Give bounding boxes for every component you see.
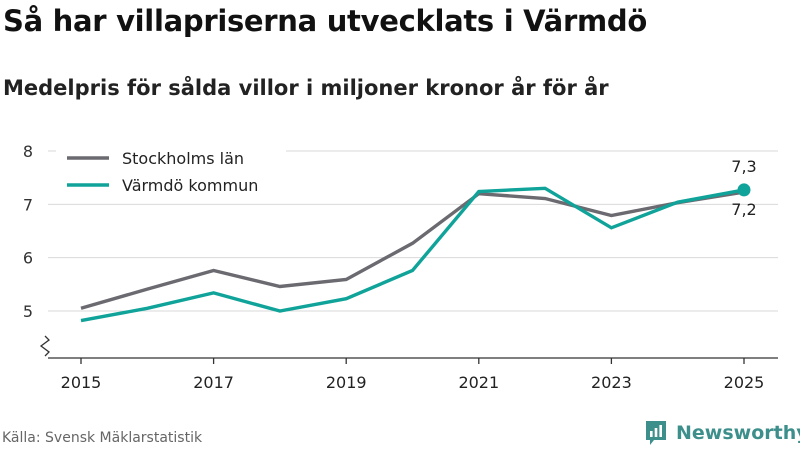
chart-title: Så har villapriserna utvecklats i Värmdö [3, 4, 647, 38]
y-tick-label: 8 [23, 142, 33, 161]
x-tick-label: 2025 [724, 373, 765, 392]
end-point-varmdo [737, 183, 751, 197]
x-tick-label: 2021 [458, 373, 499, 392]
chart-subtitle: Medelpris för sålda villor i miljoner kr… [3, 76, 609, 100]
x-tick-label: 2023 [591, 373, 632, 392]
legend-box [56, 143, 286, 203]
newsworthy-logo[interactable]: Newsworthy [644, 420, 800, 446]
legend-label-stockholm: Stockholms län [122, 149, 244, 168]
end-label-stockholm: 7,2 [731, 200, 756, 219]
x-tick-label: 2019 [326, 373, 367, 392]
brand-name: Newsworthy [676, 422, 800, 444]
newsworthy-logo-icon [646, 421, 666, 445]
y-tick-label: 5 [23, 302, 33, 321]
end-label-varmdo: 7,3 [731, 157, 756, 176]
x-tick-label: 2015 [61, 373, 102, 392]
legend-label-varmdo: Värmdö kommun [122, 176, 258, 195]
series-line-stockholm [80, 190, 745, 310]
series-line-varmdo [80, 186, 745, 323]
axis-break-icon [39, 335, 50, 357]
x-tick-label: 2017 [193, 373, 234, 392]
source-note: Källa: Svensk Mäklarstatistik [2, 430, 203, 446]
y-tick-label: 7 [23, 195, 33, 214]
y-tick-label: 6 [23, 249, 33, 268]
